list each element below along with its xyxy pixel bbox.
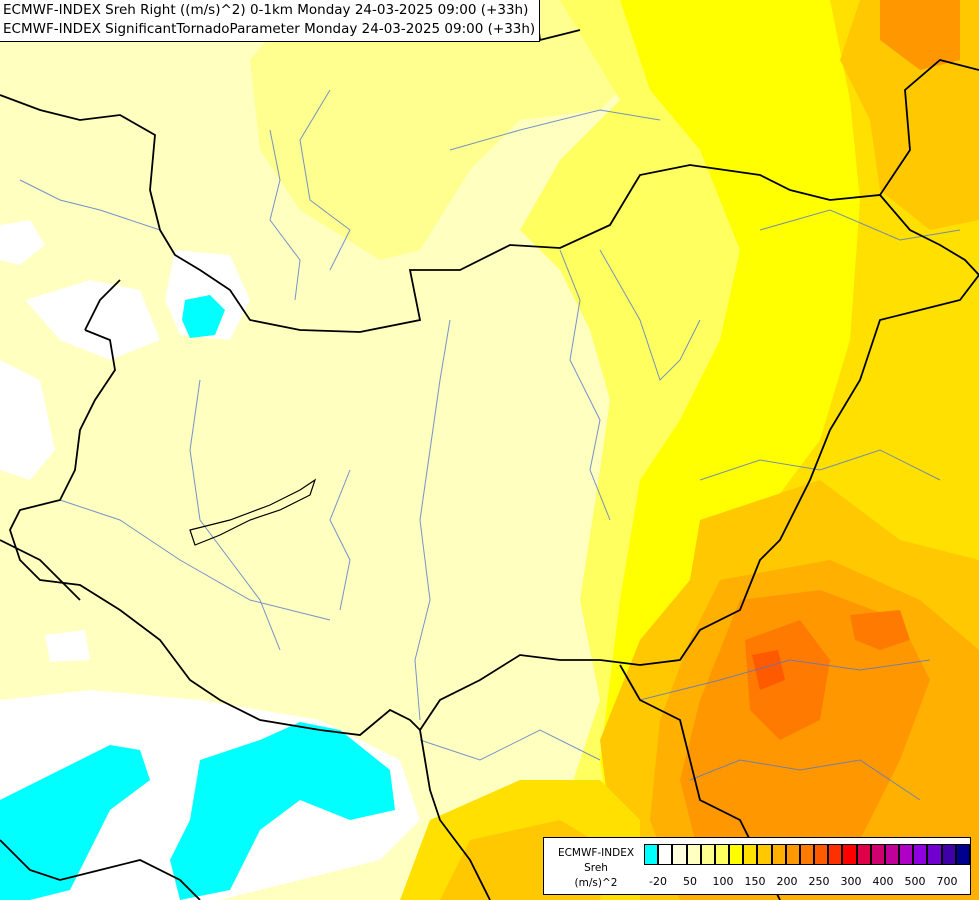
legend-swatch: [757, 844, 772, 865]
legend-ticks: -20 50 100 150 200 250 300 400 500 700: [644, 875, 970, 889]
river-10: [639, 659, 931, 701]
field-white-west-3: [0, 360, 55, 480]
legend-title-line-2: Sreh: [584, 862, 608, 874]
field-red-orange: [680, 590, 930, 880]
river-5: [599, 249, 701, 381]
legend-swatches: [644, 844, 970, 865]
legend-swatch: [743, 844, 758, 865]
legend-swatch: [927, 844, 942, 865]
legend-swatch: [899, 844, 914, 865]
legend-tick-label: 500: [904, 875, 926, 888]
legend-tick-label: 150: [744, 875, 766, 888]
river-15: [419, 729, 601, 761]
legend-swatch: [828, 844, 843, 865]
color-legend: ECMWF-INDEX Sreh (m/s)^2 -20 50 100 150 200 2…: [543, 837, 971, 895]
title-line-1: ECMWF-INDEX Sreh Right ((m/s)^2) 0-1km M…: [3, 2, 529, 18]
river-8: [329, 469, 351, 611]
legend-tick-label: 250: [808, 875, 830, 888]
legend-swatch: [672, 844, 687, 865]
rivers: [19, 89, 961, 801]
legend-title-line-3: (m/s)^2: [574, 877, 618, 889]
legend-swatch: [729, 844, 744, 865]
river-14: [19, 179, 161, 231]
field-red-core: [745, 620, 830, 740]
legend-swatch: [658, 844, 673, 865]
river-2: [299, 89, 351, 271]
river-9: [699, 449, 941, 481]
legend-swatch: [771, 844, 786, 865]
field-cyan-2: [0, 745, 150, 900]
legend-swatch: [842, 844, 857, 865]
legend-title-line-1: ECMWF-INDEX: [557, 847, 635, 859]
legend-swatch: [870, 844, 885, 865]
legend-swatch: [913, 844, 928, 865]
border-east-2: [419, 274, 979, 731]
legend-swatch: [814, 844, 829, 865]
legend-swatch: [799, 844, 815, 865]
border-north: [0, 94, 979, 333]
border-northwest: [0, 539, 81, 601]
map-title-box: ECMWF-INDEX Sreh Right ((m/s)^2) 0-1km M…: [0, 0, 541, 42]
field-white-west-2: [25, 280, 160, 360]
field-red-core-2: [850, 610, 910, 650]
border-south: [419, 729, 491, 900]
field-white-west-1: [0, 220, 45, 265]
legend-swatch: [700, 844, 715, 865]
legend-swatch: [856, 844, 871, 865]
legend-tick-label: 400: [872, 875, 894, 888]
legend-swatch: [714, 844, 730, 865]
field-pale-yellow-north: [250, 0, 650, 260]
legend-tick-label: 200: [776, 875, 798, 888]
field-orange-north-core: [880, 0, 960, 70]
field-white-south-2: [45, 630, 90, 662]
title-line-2: ECMWF-INDEX SignificantTornadoParameter …: [3, 21, 536, 37]
legend-title: ECMWF-INDEX Sreh (m/s)^2: [548, 846, 644, 891]
river-1: [269, 129, 301, 301]
field-cyan-3: [170, 722, 395, 900]
legend-tick-label: 50: [683, 875, 697, 888]
border-west: [9, 329, 421, 736]
field-red-core-3: [752, 650, 785, 690]
legend-tick-label: 100: [712, 875, 734, 888]
legend-tick-label: -20: [649, 875, 667, 888]
river-6: [189, 379, 281, 651]
border-southwest: [0, 839, 201, 900]
legend-swatch: [941, 844, 956, 865]
legend-tick-label: 700: [936, 875, 958, 888]
river-7: [59, 499, 331, 621]
river-4: [559, 249, 611, 521]
border-west-north: [84, 279, 121, 331]
field-cyan-1: [182, 295, 225, 338]
legend-tick-label: 300: [840, 875, 862, 888]
river-3: [414, 319, 451, 721]
legend-swatch: [644, 844, 659, 865]
border-lake: [189, 478, 317, 546]
river-12: [759, 209, 961, 241]
legend-swatch: [955, 844, 970, 865]
legend-swatch: [884, 844, 900, 865]
legend-swatch: [785, 844, 800, 865]
legend-swatch: [686, 844, 701, 865]
river-11: [689, 759, 921, 801]
river-13: [449, 109, 661, 151]
border-east: [879, 59, 979, 196]
